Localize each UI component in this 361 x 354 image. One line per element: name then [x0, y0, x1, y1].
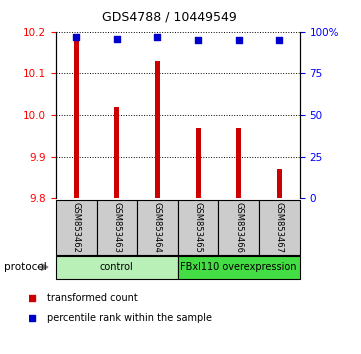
Text: FBxl110 overexpression: FBxl110 overexpression [180, 262, 297, 272]
Text: transformed count: transformed count [47, 293, 138, 303]
Point [73, 34, 79, 40]
Bar [114, 107, 119, 198]
Bar [74, 38, 79, 198]
Point [207, 240, 213, 245]
Bar [259, 200, 300, 255]
Point [207, 63, 213, 68]
Bar [97, 200, 137, 255]
Bar [218, 200, 259, 255]
Point [277, 37, 282, 43]
Text: GSM853462: GSM853462 [72, 202, 81, 253]
Point [236, 37, 242, 43]
Text: GSM853463: GSM853463 [112, 202, 121, 253]
Text: GDS4788 / 10449549: GDS4788 / 10449549 [102, 11, 237, 24]
Text: protocol: protocol [4, 262, 46, 272]
Bar [178, 256, 300, 279]
Bar [196, 127, 201, 198]
Text: GSM853465: GSM853465 [193, 202, 203, 253]
Bar [155, 61, 160, 198]
Bar [56, 200, 97, 255]
Point [195, 37, 201, 43]
Bar [178, 200, 218, 255]
Text: GSM853464: GSM853464 [153, 202, 162, 253]
Point [114, 36, 120, 41]
Bar [236, 127, 241, 198]
Bar [277, 169, 282, 198]
Bar [56, 256, 178, 279]
Text: GSM853467: GSM853467 [275, 202, 284, 253]
Bar [137, 200, 178, 255]
Text: GSM853466: GSM853466 [234, 202, 243, 253]
Text: percentile rank within the sample: percentile rank within the sample [47, 313, 212, 322]
Point [155, 34, 160, 40]
Text: control: control [100, 262, 134, 272]
